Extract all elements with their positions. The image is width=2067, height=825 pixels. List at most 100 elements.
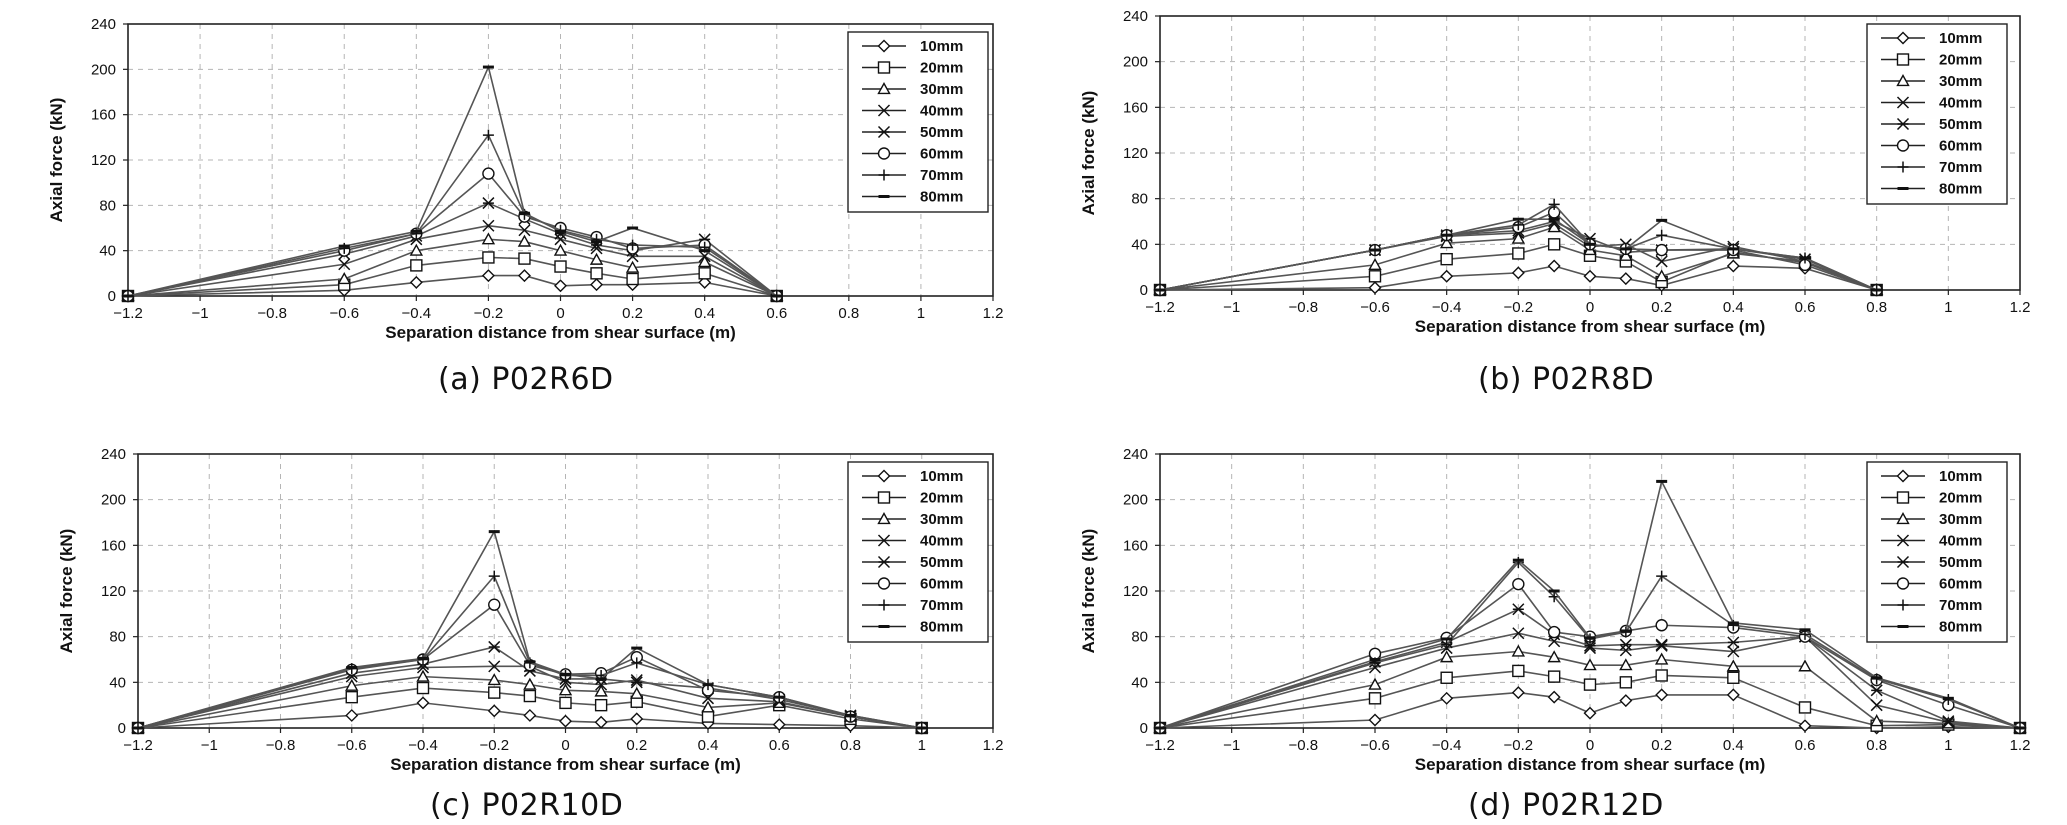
y-tick-label: 240: [1123, 446, 1148, 463]
data-point: [559, 714, 572, 728]
legend-box: [847, 461, 989, 643]
data-point: [698, 275, 712, 289]
chart-panel-d: −1.2 −1 −0.8 −0.6 −0.4 −0.2 0 0.2 0.4 0.6 0.8 1 1.2 0…: [1079, 446, 2030, 774]
series-line: [137, 675, 922, 729]
legend-label: 10mm: [920, 38, 963, 55]
data-point: [1727, 645, 1740, 658]
data-point: [630, 712, 644, 726]
chart-panel-b: −1.2 −1 −0.8 −0.6 −0.4 −0.2 0 0.2 0.4 0.6 0.8 1 1.2 0…: [1079, 8, 2030, 336]
x-tick-label: −0.4: [1432, 737, 1462, 754]
legend-marker: [1896, 117, 1910, 131]
data-point: [1798, 701, 1812, 714]
data-point: [481, 232, 496, 245]
data-point: [1368, 692, 1382, 705]
data-point: [1440, 269, 1454, 283]
y-axis-label: Axial force (kN): [57, 529, 76, 654]
data-point: [554, 233, 567, 246]
y-tick-label: 0: [118, 720, 126, 737]
data-point: [1512, 247, 1525, 260]
data-point: [482, 129, 494, 141]
legend-item: 60mm: [1881, 138, 1982, 155]
x-tick-label: 0.4: [1723, 737, 1744, 754]
y-tick-label: 40: [99, 243, 116, 260]
legend-marker: [877, 125, 891, 139]
legend-label: 80mm: [920, 619, 963, 636]
legend-label: 30mm: [1939, 73, 1982, 90]
legend-label: 70mm: [920, 597, 963, 614]
legend-item: 30mm: [1881, 511, 1982, 528]
data-point: [594, 698, 608, 712]
x-tick-label: −0.6: [337, 737, 367, 754]
data-point: [488, 686, 501, 699]
legend-marker: [877, 512, 891, 525]
y-tick-label: 160: [101, 537, 126, 554]
x-tick-label: 0.6: [766, 305, 787, 322]
x-tick-label: 0.2: [626, 737, 647, 754]
x-tick-label: −0.6: [1360, 299, 1390, 316]
data-point: [409, 243, 424, 256]
x-tick-label: −0.2: [479, 737, 509, 754]
data-point: [482, 167, 495, 180]
x-tick-label: −0.4: [402, 305, 432, 322]
legend-item: 50mm: [1881, 554, 1982, 571]
data-point: [1656, 570, 1668, 582]
legend-marker: [877, 39, 891, 53]
legend-box: [847, 31, 989, 213]
series-line: [127, 64, 778, 297]
legend-item: 50mm: [1881, 116, 1982, 133]
x-tick-label: 0.6: [769, 737, 790, 754]
legend-label: 40mm: [1939, 533, 1982, 550]
data-point: [553, 243, 568, 256]
x-tick-label: 0.8: [838, 305, 859, 322]
legend-marker: [877, 147, 891, 160]
data-point: [697, 255, 712, 268]
x-tick-label: −0.6: [329, 305, 359, 322]
legend-label: 30mm: [1939, 511, 1982, 528]
caption-d: (d) P02R12D: [1468, 788, 1664, 823]
legend-marker: [877, 491, 891, 504]
data-point: [631, 657, 643, 669]
legend-label: 60mm: [920, 146, 963, 163]
legend-marker: [1896, 139, 1910, 152]
series-80mm: [1154, 479, 2026, 730]
legend-label: 60mm: [1939, 576, 1982, 593]
data-point: [1368, 270, 1382, 283]
data-point: [558, 683, 573, 696]
data-point: [1655, 669, 1668, 682]
data-point: [1583, 678, 1597, 691]
chart-panel-a: −1.2 −1 −0.8 −0.6 −0.4 −0.2 0 0.2 0.4 0.6 0.8 1 1.2 0…: [47, 16, 1003, 342]
data-point: [1798, 659, 1812, 672]
legend-item: 10mm: [1881, 30, 1982, 47]
data-point: [1655, 688, 1669, 702]
data-point: [1511, 231, 1526, 244]
data-point: [1655, 243, 1668, 257]
x-axis-label: Separation distance from shear surface (…: [1415, 317, 1766, 336]
data-point: [416, 681, 430, 695]
data-point: [590, 278, 604, 292]
data-point: [1654, 652, 1669, 665]
data-point: [523, 708, 537, 722]
series-line: [137, 646, 922, 729]
legend-item: 80mm: [862, 619, 963, 636]
data-point: [554, 279, 567, 293]
series-line: [127, 133, 778, 297]
legend-label: 80mm: [1939, 181, 1982, 198]
legend-marker: [877, 555, 891, 569]
data-point: [1368, 677, 1382, 690]
x-tick-label: 1: [1944, 299, 1952, 316]
legend-item: 30mm: [1881, 73, 1982, 90]
legend-item: 80mm: [862, 189, 963, 206]
data-point: [559, 696, 572, 710]
data-point: [1619, 638, 1632, 651]
legend-item: 40mm: [1881, 533, 1982, 550]
data-point: [1368, 713, 1382, 727]
series-line: [127, 202, 778, 297]
x-tick-label: −0.4: [408, 737, 438, 754]
data-point: [1511, 644, 1526, 657]
data-point: [625, 260, 640, 273]
legend-label: 20mm: [920, 60, 963, 77]
data-point: [1619, 272, 1633, 286]
legend-label: 80mm: [920, 189, 963, 206]
x-tick-label: −0.8: [1289, 299, 1319, 316]
x-tick-label: 0.2: [1651, 299, 1672, 316]
